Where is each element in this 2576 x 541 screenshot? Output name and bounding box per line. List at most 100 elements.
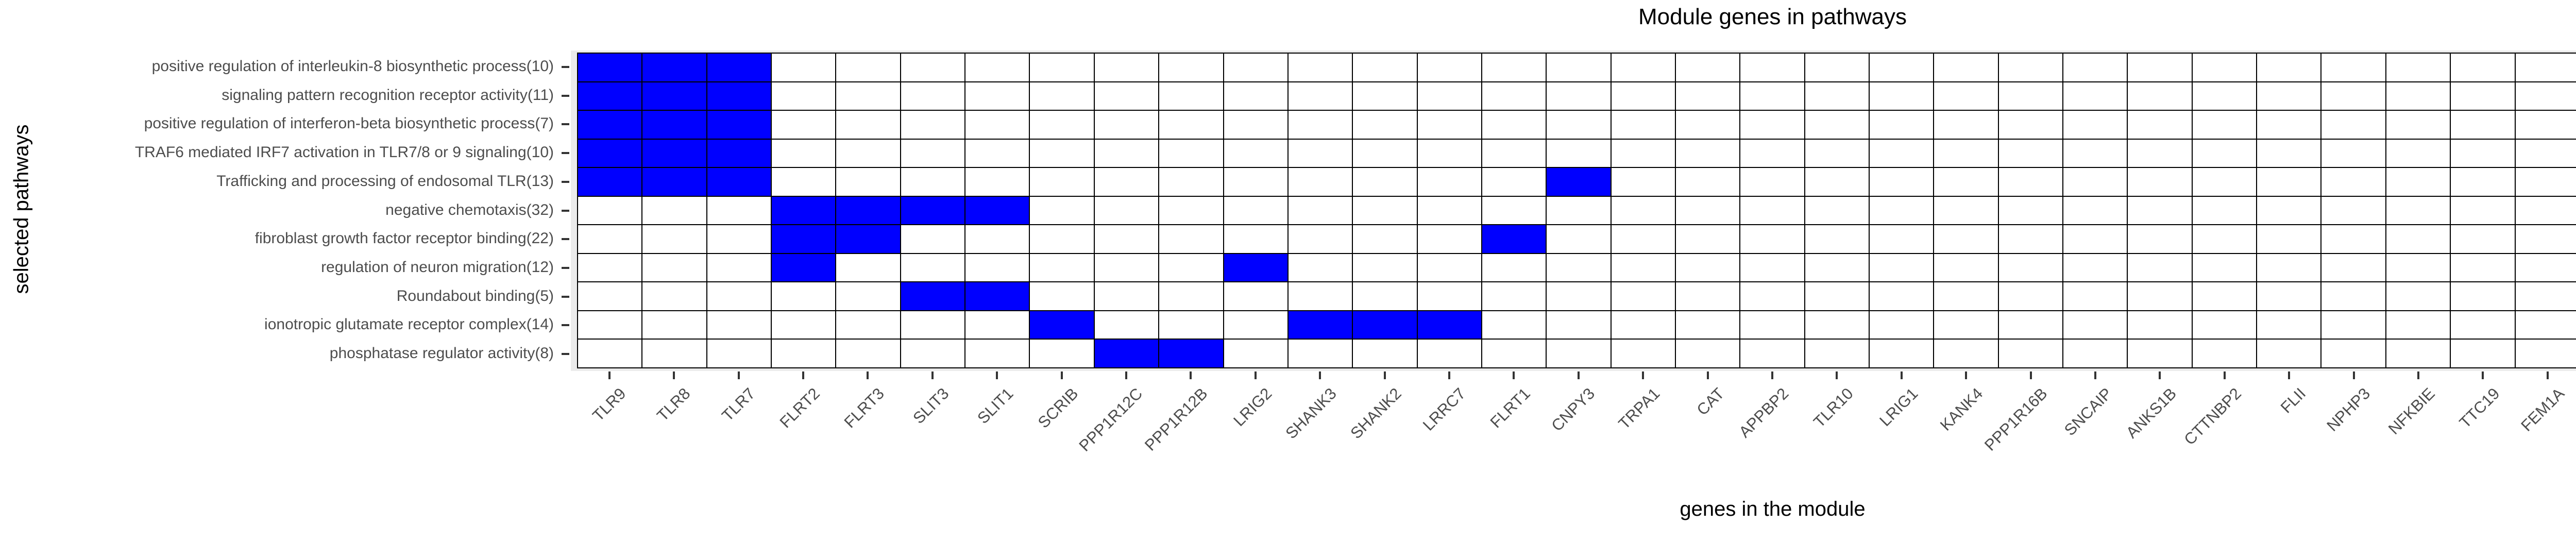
heatmap-cell [578,340,643,368]
heatmap-cell [1224,168,1289,197]
heatmap-cell [1094,225,1160,254]
heatmap-cell [2321,340,2386,368]
heatmap-cell [2257,253,2322,283]
pathway-label: phosphatase regulator activity(8) [329,345,554,362]
gene-label: FLRT1 [1486,384,1534,432]
heatmap-cell [965,253,1030,283]
heatmap-cell [1870,340,1935,368]
heatmap-cell [1288,253,1353,283]
pathway-label: Roundabout binding(5) [396,287,554,305]
heatmap-cell [772,311,837,340]
heatmap-cell [1740,82,1805,111]
heatmap-cell [642,54,707,82]
heatmap-cell [1805,139,1870,168]
heatmap-grid [577,53,2576,368]
x-tick [2288,371,2291,379]
heatmap-cell [1030,82,1095,111]
gene-label: LRRC7 [1419,384,1469,434]
heatmap-cell [1870,168,1935,197]
heatmap-cell [2128,111,2193,140]
heatmap-cell [2386,111,2451,140]
heatmap-cell [642,139,707,168]
heatmap-cell [1805,196,1870,226]
heatmap-cell [965,82,1030,111]
heatmap-cell [1805,311,1870,340]
x-tick [1706,371,1709,379]
heatmap-cell [2386,340,2451,368]
heatmap-cell [1417,282,1482,311]
heatmap-cell [2386,54,2451,82]
heatmap-cell [836,54,901,82]
x-tick [1190,371,1192,379]
gene-label: CTTNBP2 [2180,384,2245,449]
heatmap-cell [2515,139,2576,168]
heatmap-cell [836,82,901,111]
x-tick [1513,371,1515,379]
x-tick [2223,371,2226,379]
pathway-label: positive regulation of interleukin-8 bio… [151,57,554,75]
heatmap-cell [2451,139,2516,168]
heatmap-cell [2515,196,2576,226]
heatmap-cell [2192,168,2258,197]
heatmap-cell [1094,168,1160,197]
heatmap-cell [965,340,1030,368]
gene-label: TLR10 [1810,384,1857,431]
x-tick [867,371,869,379]
heatmap-cell [2451,253,2516,283]
heatmap-cell [1675,340,1741,368]
pathway-label: positive regulation of interferon-beta b… [144,115,554,132]
heatmap-cell [1547,139,1612,168]
heatmap-cell [642,82,707,111]
heatmap-cell [1611,82,1676,111]
heatmap-cell [1870,139,1935,168]
y-tick [562,209,569,212]
heatmap-cell [1288,196,1353,226]
heatmap-cell [2063,111,2128,140]
heatmap-cell [901,139,966,168]
heatmap-cell [2192,111,2258,140]
x-axis-title: genes in the module [1680,498,1866,520]
gene-label: NPHP3 [2323,384,2374,435]
x-tick [2417,371,2420,379]
chart-title: Module genes in pathways [1638,4,1907,29]
heatmap-cell [2386,225,2451,254]
heatmap-cell [901,340,966,368]
x-tick [1060,371,1063,379]
heatmap-cell [1288,311,1353,340]
heatmap-cell [1740,282,1805,311]
heatmap-cell [1482,253,1547,283]
gene-label: PPP1R16B [1980,384,2051,454]
heatmap-cell [1547,311,1612,340]
heatmap-cell [2128,82,2193,111]
heatmap-cell [578,225,643,254]
heatmap-cell [1547,282,1612,311]
heatmap-cell [772,282,837,311]
heatmap-cell [1998,82,2064,111]
heatmap-cell [1611,282,1676,311]
heatmap-cell [1934,54,1999,82]
heatmap-cell [2515,311,2576,340]
heatmap-cell [1934,111,1999,140]
heatmap-cell [1288,340,1353,368]
heatmap-cell [901,311,966,340]
heatmap-cell [1805,340,1870,368]
heatmap-cell [1353,282,1418,311]
y-tick [562,266,569,269]
heatmap-cell [1611,54,1676,82]
heatmap-cell [2192,340,2258,368]
heatmap-cell [1675,253,1741,283]
heatmap-cell [2063,340,2128,368]
heatmap-cell [1288,111,1353,140]
heatmap-cell [1094,196,1160,226]
heatmap-cell [1159,253,1224,283]
heatmap-cell [2515,340,2576,368]
heatmap-cell [1094,139,1160,168]
heatmap-cell [1870,196,1935,226]
heatmap-cell [642,340,707,368]
heatmap-cell [1417,111,1482,140]
heatmap-cell [1159,282,1224,311]
heatmap-cell [965,54,1030,82]
heatmap-cell [1288,82,1353,111]
heatmap-cell [965,225,1030,254]
heatmap-cell [901,168,966,197]
